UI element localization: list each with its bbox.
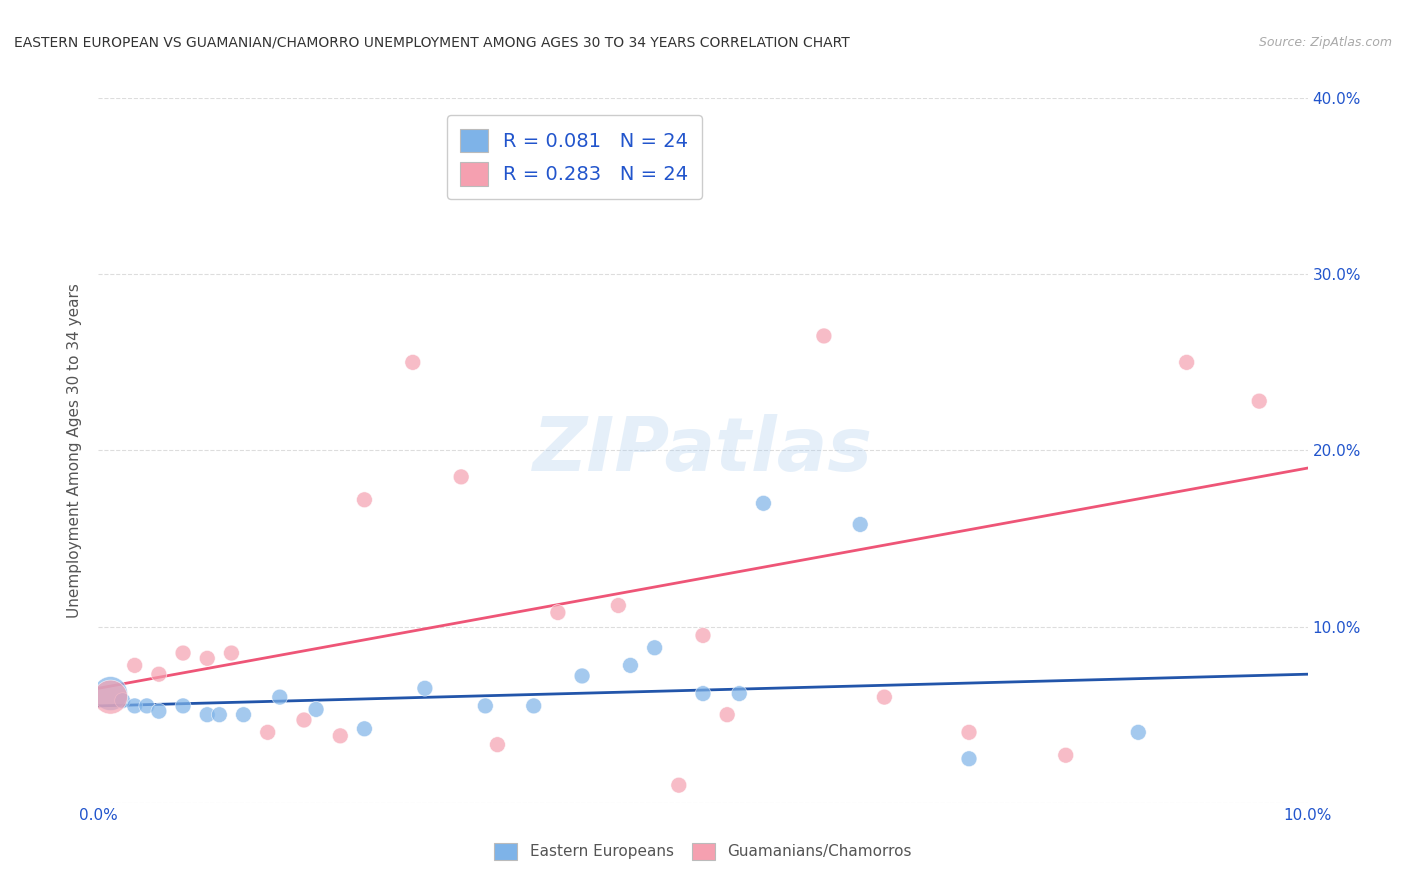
- Point: [195, 707, 218, 722]
- Point: [221, 646, 243, 660]
- Point: [172, 646, 194, 660]
- Point: [1054, 748, 1077, 763]
- Point: [292, 713, 315, 727]
- Point: [172, 698, 194, 713]
- Point: [957, 725, 980, 739]
- Point: [692, 628, 714, 642]
- Point: [692, 687, 714, 701]
- Point: [148, 704, 170, 718]
- Legend: Eastern Europeans, Guamanians/Chamorros: Eastern Europeans, Guamanians/Chamorros: [488, 837, 918, 865]
- Point: [305, 702, 328, 716]
- Point: [957, 752, 980, 766]
- Point: [135, 698, 157, 713]
- Point: [232, 707, 254, 722]
- Point: [547, 606, 569, 620]
- Point: [124, 658, 146, 673]
- Point: [571, 669, 593, 683]
- Point: [716, 707, 738, 722]
- Point: [111, 693, 134, 707]
- Point: [849, 517, 872, 532]
- Point: [450, 470, 472, 484]
- Point: [100, 687, 122, 701]
- Point: [256, 725, 278, 739]
- Point: [644, 640, 666, 655]
- Point: [402, 355, 425, 369]
- Point: [1128, 725, 1150, 739]
- Point: [413, 681, 436, 696]
- Point: [148, 667, 170, 681]
- Point: [813, 329, 835, 343]
- Y-axis label: Unemployment Among Ages 30 to 34 years: Unemployment Among Ages 30 to 34 years: [67, 283, 83, 618]
- Point: [269, 690, 291, 705]
- Point: [668, 778, 690, 792]
- Point: [1249, 394, 1271, 409]
- Point: [353, 492, 375, 507]
- Point: [607, 599, 630, 613]
- Point: [873, 690, 896, 705]
- Point: [208, 707, 231, 722]
- Point: [100, 690, 122, 705]
- Point: [195, 651, 218, 665]
- Point: [728, 687, 751, 701]
- Point: [486, 738, 509, 752]
- Text: Source: ZipAtlas.com: Source: ZipAtlas.com: [1258, 36, 1392, 49]
- Point: [619, 658, 641, 673]
- Point: [329, 729, 352, 743]
- Point: [523, 698, 546, 713]
- Point: [1175, 355, 1198, 369]
- Point: [474, 698, 496, 713]
- Text: EASTERN EUROPEAN VS GUAMANIAN/CHAMORRO UNEMPLOYMENT AMONG AGES 30 TO 34 YEARS CO: EASTERN EUROPEAN VS GUAMANIAN/CHAMORRO U…: [14, 36, 849, 50]
- Point: [353, 722, 375, 736]
- Text: ZIPatlas: ZIPatlas: [533, 414, 873, 487]
- Point: [752, 496, 775, 510]
- Point: [124, 698, 146, 713]
